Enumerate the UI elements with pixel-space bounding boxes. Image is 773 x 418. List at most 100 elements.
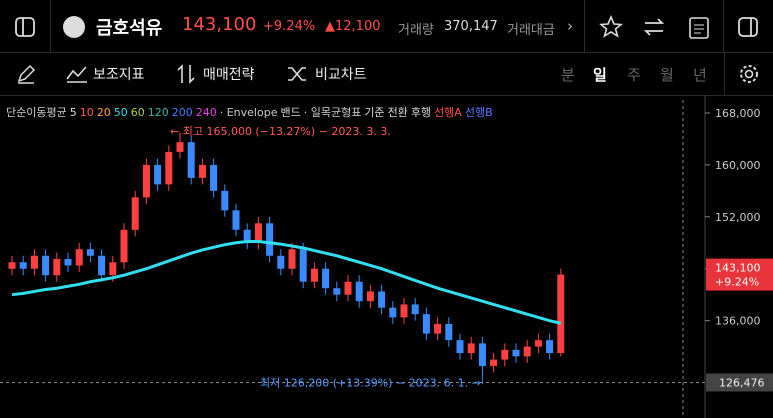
divider <box>724 53 725 95</box>
strategy-icon[interactable] <box>176 63 196 85</box>
y-tick-label: 168,000 <box>715 107 761 120</box>
candle-body <box>109 262 117 276</box>
toolbar-item[interactable]: 비교차트 <box>315 67 367 83</box>
volume-label: 거래량 <box>398 23 434 38</box>
candle-body <box>557 274 565 354</box>
candle-body <box>467 343 475 354</box>
candle-body <box>478 343 486 367</box>
toolbar: 보조지표 매매전략 비교차트 분 일 주 월 년 <box>0 53 773 96</box>
candle-body <box>344 281 352 295</box>
legend-item: 120 <box>147 106 169 119</box>
period-tab[interactable]: 주 <box>627 66 641 84</box>
price-change: +9.24% <box>715 276 759 289</box>
sidebar-icon[interactable] <box>14 16 36 38</box>
settings-icon[interactable] <box>738 63 760 85</box>
candle-body <box>456 340 464 354</box>
candle-body <box>389 307 397 318</box>
legend-item: 50 <box>113 106 128 119</box>
divider <box>50 0 51 52</box>
legend-item: 선행A <box>434 106 462 119</box>
amount-label: 거래대금 <box>507 23 555 38</box>
candle-body <box>277 255 285 269</box>
candle-body <box>333 288 341 295</box>
candle-body <box>310 268 318 282</box>
period-tab[interactable]: 월 <box>660 66 674 84</box>
legend-item: 전환 <box>387 106 408 119</box>
candle-body <box>176 142 184 152</box>
low-label: 126,476 <box>719 376 765 389</box>
legend-item: 밴드 <box>280 106 301 119</box>
candle-body <box>378 291 386 308</box>
candle-body <box>434 323 442 334</box>
period-tab[interactable]: 일 <box>593 66 607 84</box>
candle-body <box>490 359 498 367</box>
legend: 단순이동평균 5 10 20 50 60 120 200 240 · Envelope 밴드 · 일목… <box>6 104 496 120</box>
candle-body <box>120 229 128 263</box>
clipboard-icon[interactable] <box>687 14 711 40</box>
y-tick-label: 136,000 <box>715 315 761 328</box>
candle-body <box>299 249 307 282</box>
legend-item: 기준 <box>364 106 385 119</box>
candle-body <box>8 262 16 269</box>
swap-icon[interactable] <box>642 15 666 39</box>
candle-body <box>210 164 218 191</box>
moving-average <box>11 239 562 325</box>
legend-item: 5 <box>69 106 77 119</box>
price-badge <box>706 258 773 291</box>
divider <box>584 0 585 52</box>
legend-item: 200 <box>171 106 193 119</box>
candle-body <box>355 281 363 302</box>
period-tab[interactable]: 년 <box>693 66 707 84</box>
high-annotation: ← 최고 165,000 (−13.27%) − 2023. 3. 3. <box>170 125 391 138</box>
compare-icon[interactable] <box>287 65 307 83</box>
legend-item: · 일목균형표 <box>303 106 362 119</box>
candle-body <box>75 249 83 266</box>
legend-item: 60 <box>130 106 145 119</box>
draw-icon[interactable] <box>16 64 36 84</box>
toolbar-item[interactable]: 매매전략 <box>203 67 255 83</box>
panel-icon[interactable] <box>737 16 759 38</box>
candle-body <box>19 262 27 269</box>
y-tick-label: 160,000 <box>715 159 761 172</box>
period-tab[interactable]: 분 <box>561 66 575 84</box>
candle-body <box>266 223 274 256</box>
legend-item: 10 <box>79 106 94 119</box>
low-annotation: 최저 126,200 (+13.39%) − 2023. 6. 1. → <box>260 376 481 389</box>
candle-body <box>53 259 61 276</box>
candle-body <box>512 349 520 357</box>
candle-body <box>411 304 419 315</box>
candle-body <box>142 164 150 198</box>
stock-logo <box>63 16 85 38</box>
price-label: 143,100 <box>715 262 761 275</box>
candle-body <box>254 223 262 243</box>
candle-body <box>64 259 72 266</box>
legend-item: 240 <box>195 106 217 119</box>
candle-body <box>98 255 106 276</box>
legend-item: 후행 <box>410 106 432 119</box>
legend-item: · Envelope <box>219 106 278 119</box>
candle-body <box>232 210 240 230</box>
candle-body <box>243 229 251 243</box>
more[interactable]: › <box>567 17 573 35</box>
candle-body <box>187 142 195 178</box>
candle-body <box>400 304 408 318</box>
candle-body <box>322 268 330 289</box>
candle-body <box>366 291 374 302</box>
toolbar-item[interactable]: 보조지표 <box>93 67 145 83</box>
y-tick-label: 152,000 <box>715 211 761 224</box>
candle-body <box>42 255 50 276</box>
candle-body <box>422 314 430 334</box>
candle-body <box>165 151 173 185</box>
star-icon[interactable] <box>599 15 623 39</box>
candle-body <box>30 255 38 269</box>
candle-body <box>154 164 162 185</box>
indicator-icon[interactable] <box>66 65 88 83</box>
price: 143,100 <box>182 14 257 35</box>
legend-item: 단순이동평균 <box>6 106 67 119</box>
divider <box>723 0 724 52</box>
change: ▲12,100 <box>325 19 381 34</box>
candle-body <box>288 249 296 269</box>
candle-body <box>546 340 554 354</box>
